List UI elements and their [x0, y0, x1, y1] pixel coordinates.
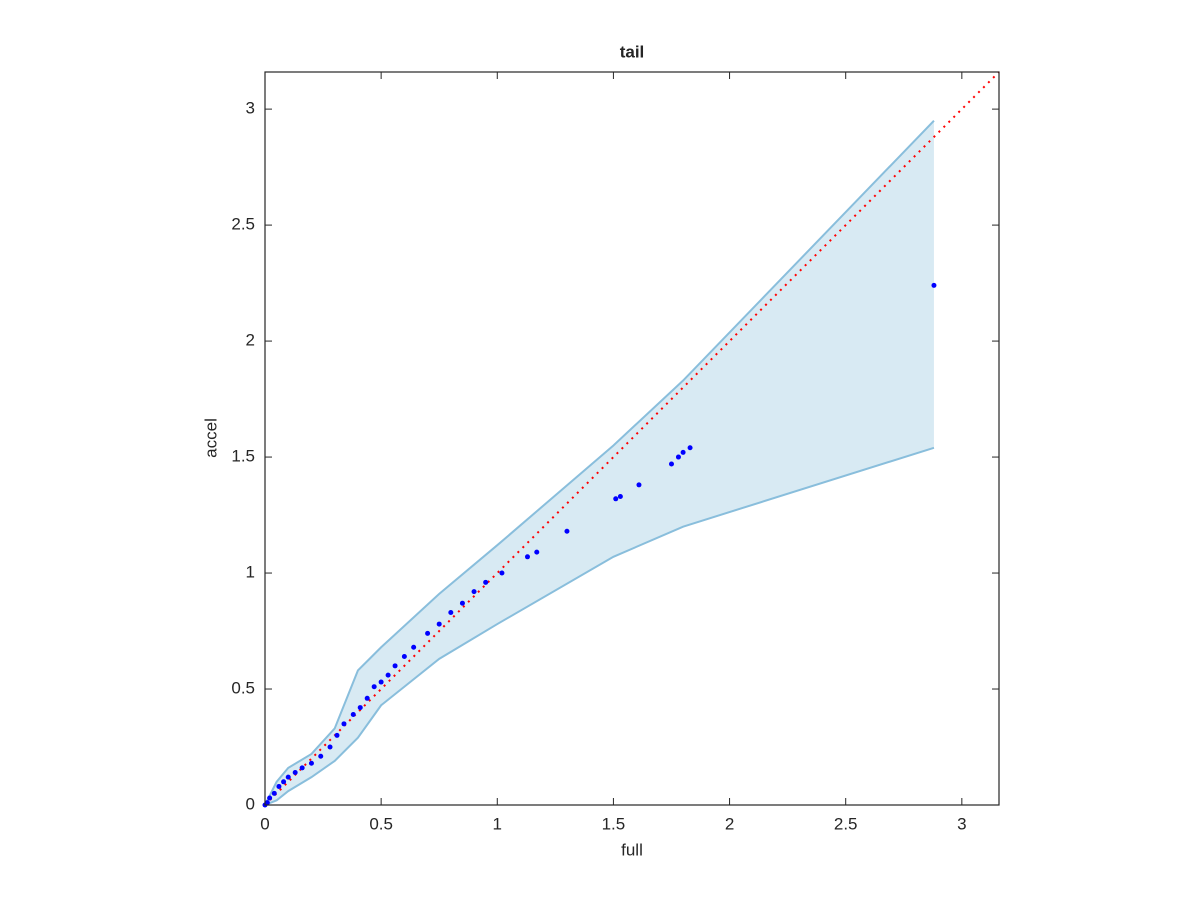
point [931, 282, 937, 288]
point [448, 609, 454, 615]
point [350, 712, 356, 718]
y-tick-label: 1.5 [231, 447, 255, 466]
band-upper [264, 120, 935, 806]
point [292, 770, 298, 776]
y-tick-label: 2 [246, 331, 255, 350]
point [436, 621, 442, 627]
point [483, 579, 489, 585]
point [357, 705, 363, 711]
band-fill [265, 120, 934, 805]
point [392, 663, 398, 669]
x-axis-label: full [621, 840, 643, 859]
reference-line [264, 71, 1000, 806]
point [564, 528, 570, 534]
y-tick-label: 1 [246, 563, 255, 582]
point [285, 774, 291, 780]
point [680, 449, 686, 455]
y-tick-label: 0 [246, 794, 255, 813]
point [334, 732, 340, 738]
point [524, 554, 530, 560]
chart-title: tail [620, 42, 645, 61]
y-tick-label: 3 [246, 99, 255, 118]
point [341, 721, 347, 727]
band-lower [264, 446, 935, 806]
x-tick-label: 2 [725, 814, 734, 833]
point [371, 684, 377, 690]
point [271, 790, 277, 796]
point [276, 783, 282, 789]
point [617, 493, 623, 499]
y-tick-label: 0.5 [231, 679, 255, 698]
point [425, 630, 431, 636]
point [687, 445, 693, 451]
point [299, 765, 305, 771]
point [459, 600, 465, 606]
point [281, 779, 287, 785]
point [499, 570, 505, 576]
y-tick-label: 2.5 [231, 215, 255, 234]
point [364, 695, 370, 701]
point [264, 800, 270, 806]
point [636, 482, 642, 488]
point [385, 672, 391, 678]
x-tick-label: 2.5 [834, 814, 858, 833]
point [378, 679, 384, 685]
x-tick-label: 0.5 [369, 814, 393, 833]
y-axis-label: accel [201, 418, 220, 458]
point [675, 454, 681, 460]
point [308, 760, 314, 766]
point [401, 654, 407, 660]
point [534, 549, 540, 555]
x-tick-label: 1.5 [602, 814, 626, 833]
point [613, 496, 619, 502]
x-tick-label: 3 [957, 814, 966, 833]
point [267, 795, 273, 801]
point [318, 753, 324, 759]
x-tick-label: 0 [260, 814, 269, 833]
point [668, 461, 674, 467]
point [471, 589, 477, 595]
axes-box [264, 71, 1000, 806]
x-tick-label: 1 [493, 814, 502, 833]
point [327, 744, 333, 750]
point [411, 644, 417, 650]
